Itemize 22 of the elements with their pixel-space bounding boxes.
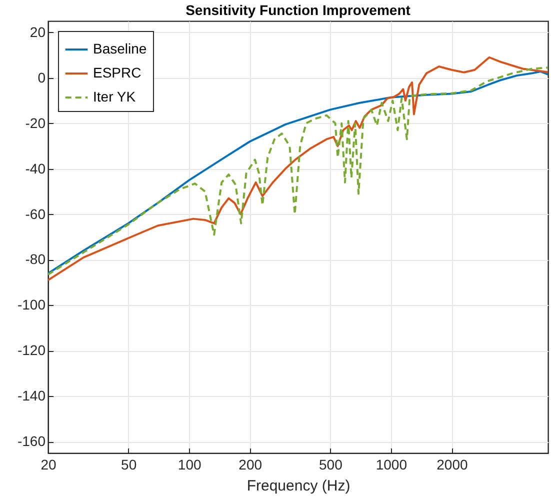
y-tick-label: -140 xyxy=(17,388,46,404)
y-tick-label: -40 xyxy=(25,160,46,176)
y-tick-label: -160 xyxy=(17,433,46,450)
x-tick-label: 1000 xyxy=(376,456,408,472)
y-tick-label: 0 xyxy=(38,69,46,86)
x-axis-title: Frequency (Hz) xyxy=(246,478,350,494)
x-tick-label: 50 xyxy=(121,456,137,472)
y-tick-label: -120 xyxy=(17,342,46,358)
x-tick-label: 100 xyxy=(178,456,202,472)
y-tick-label: -60 xyxy=(25,206,46,222)
y-tick-label: -20 xyxy=(25,114,46,131)
x-tick-label: 2000 xyxy=(436,456,468,472)
legend-label: Baseline xyxy=(93,40,147,56)
legend-label: Iter YK xyxy=(93,88,136,104)
x-tick-label: 500 xyxy=(318,456,343,472)
legend-label: ESPRC xyxy=(93,64,142,80)
y-tick-label: -100 xyxy=(17,296,46,313)
y-tick-label: 20 xyxy=(30,24,46,40)
x-tick-label: 200 xyxy=(238,456,262,472)
chart-title: Sensitivity Function Improvement xyxy=(186,2,411,18)
x-tick-label: 20 xyxy=(40,456,56,472)
y-tick-label: -80 xyxy=(25,251,46,268)
